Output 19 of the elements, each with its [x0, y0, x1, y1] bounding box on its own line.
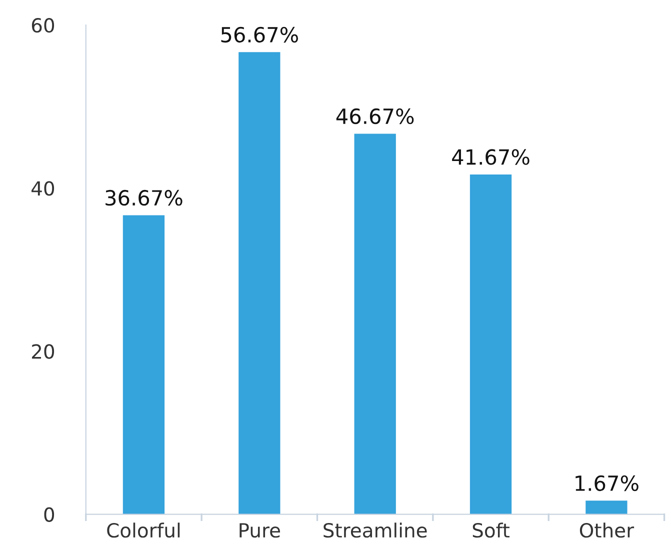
y-tick-label: 40: [32, 181, 54, 196]
bar: [238, 52, 280, 514]
y-tick-label: 0: [44, 507, 54, 522]
y-tick-label: 60: [32, 18, 54, 33]
bar: [586, 500, 628, 514]
bar: [470, 174, 512, 514]
x-tick-label: Pure: [240, 523, 280, 538]
x-tick-label: Colorful: [107, 522, 180, 538]
bar: [122, 215, 165, 514]
x-tick-label: Other: [580, 522, 634, 538]
data-label: 46.67%: [336, 108, 414, 124]
x-tick-label: Streamline: [324, 522, 427, 538]
data-label: 36.67%: [106, 190, 182, 206]
bar: [354, 134, 396, 514]
data-label: 41.67%: [452, 149, 530, 165]
data-label: 56.67%: [221, 26, 298, 43]
x-tick-label: Soft: [472, 522, 510, 538]
y-tick-label: 20: [32, 344, 54, 359]
data-label: 1.67%: [576, 475, 638, 492]
